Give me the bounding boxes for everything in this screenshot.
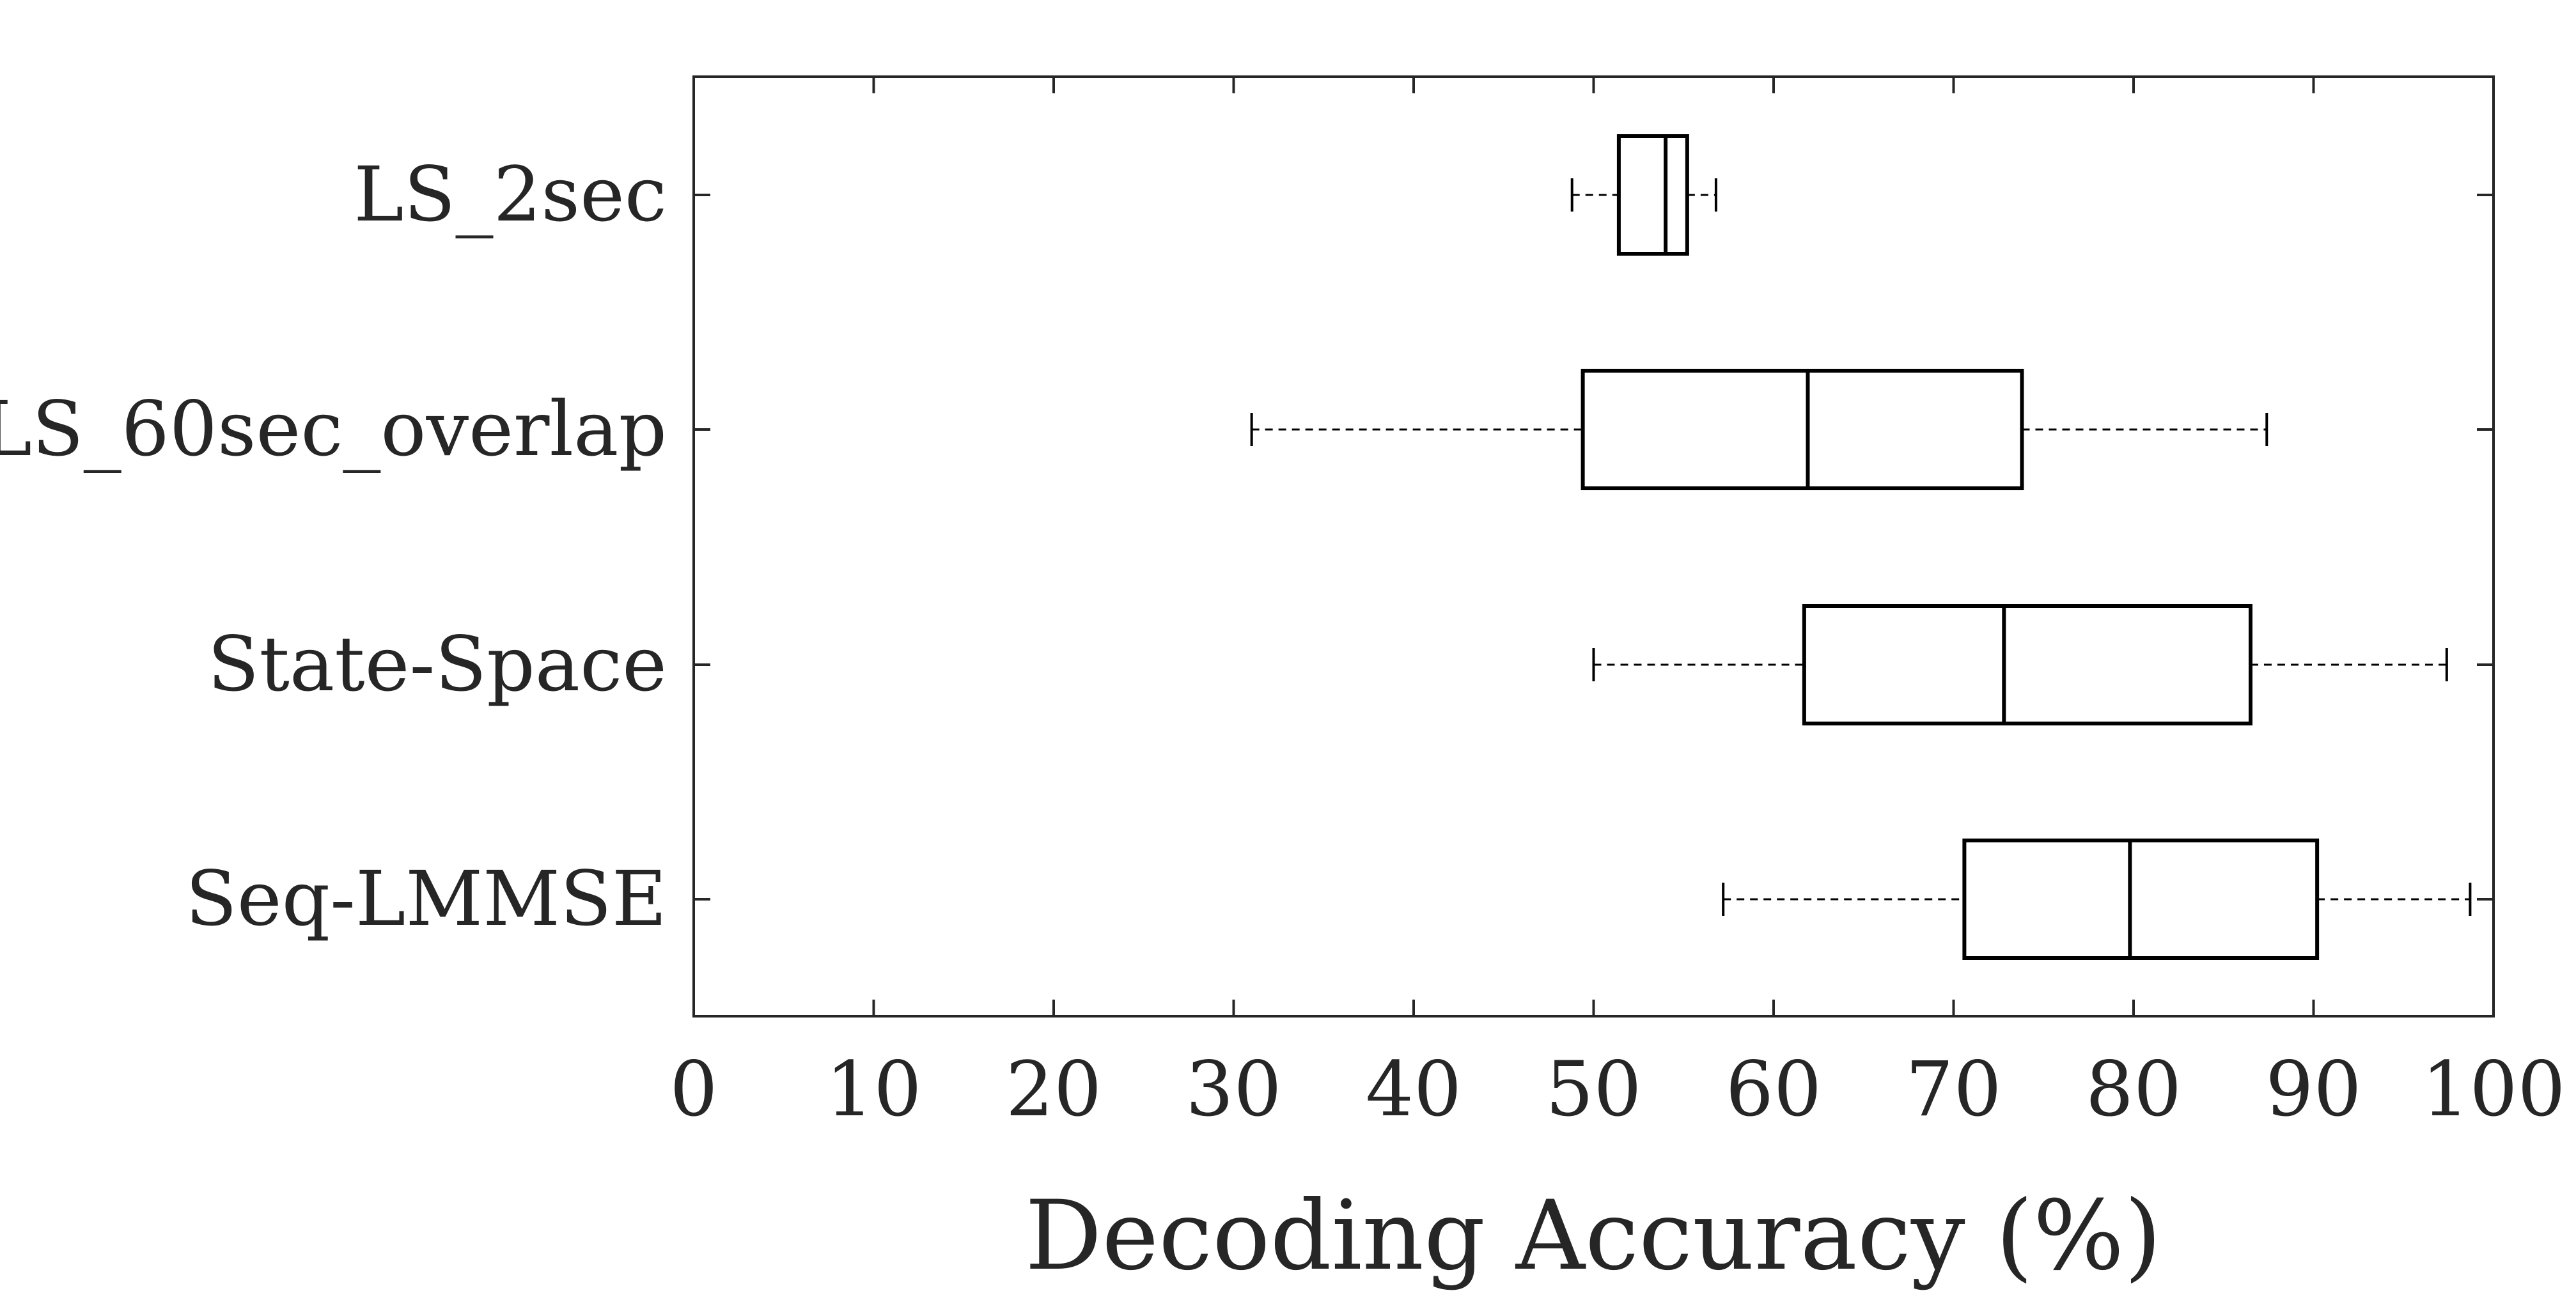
box-ls-2sec	[1570, 134, 1717, 256]
x-tick-label: 90	[2265, 1045, 2361, 1133]
interquartile-box	[1802, 604, 2252, 725]
box-seq-lmmse	[1722, 839, 2472, 960]
interquartile-box	[1581, 369, 2024, 490]
y-category-labels: LS_2sec LS_60sec_overlap State-Space Seq-LM…	[0, 150, 667, 943]
plot-area-frame	[692, 75, 2495, 1018]
y-category-label: LS_60sec_overlap	[0, 385, 667, 473]
interquartile-box	[1616, 134, 1689, 256]
x-tick-label: 0	[669, 1045, 717, 1133]
x-tick-label: 20	[1006, 1045, 1102, 1133]
y-category-label: LS_2sec	[354, 150, 667, 238]
x-tick-label: 50	[1545, 1045, 1641, 1133]
x-tick-label: 70	[1905, 1045, 2001, 1133]
x-axis-label: Decoding Accuracy (%)	[1025, 1180, 2162, 1292]
x-tick-label: 60	[1726, 1045, 1822, 1133]
box-ls-60sec-overlap	[1250, 369, 2268, 490]
x-tick-label: 80	[2086, 1045, 2182, 1133]
box-state-space	[1592, 604, 2448, 725]
interquartile-box	[1962, 839, 2320, 960]
x-tick-label: 40	[1366, 1045, 1462, 1133]
x-tick-label: 30	[1185, 1045, 1281, 1133]
box-series	[1250, 134, 2472, 960]
y-category-label: State-Space	[208, 620, 667, 708]
x-tick-label: 100	[2421, 1045, 2565, 1133]
x-tick-label: 10	[825, 1045, 921, 1133]
y-category-label: Seq-LMMSE	[185, 855, 667, 943]
x-tick-labels: 0 10 20 30 40 50 60 70 80 90 100	[669, 1045, 2565, 1133]
